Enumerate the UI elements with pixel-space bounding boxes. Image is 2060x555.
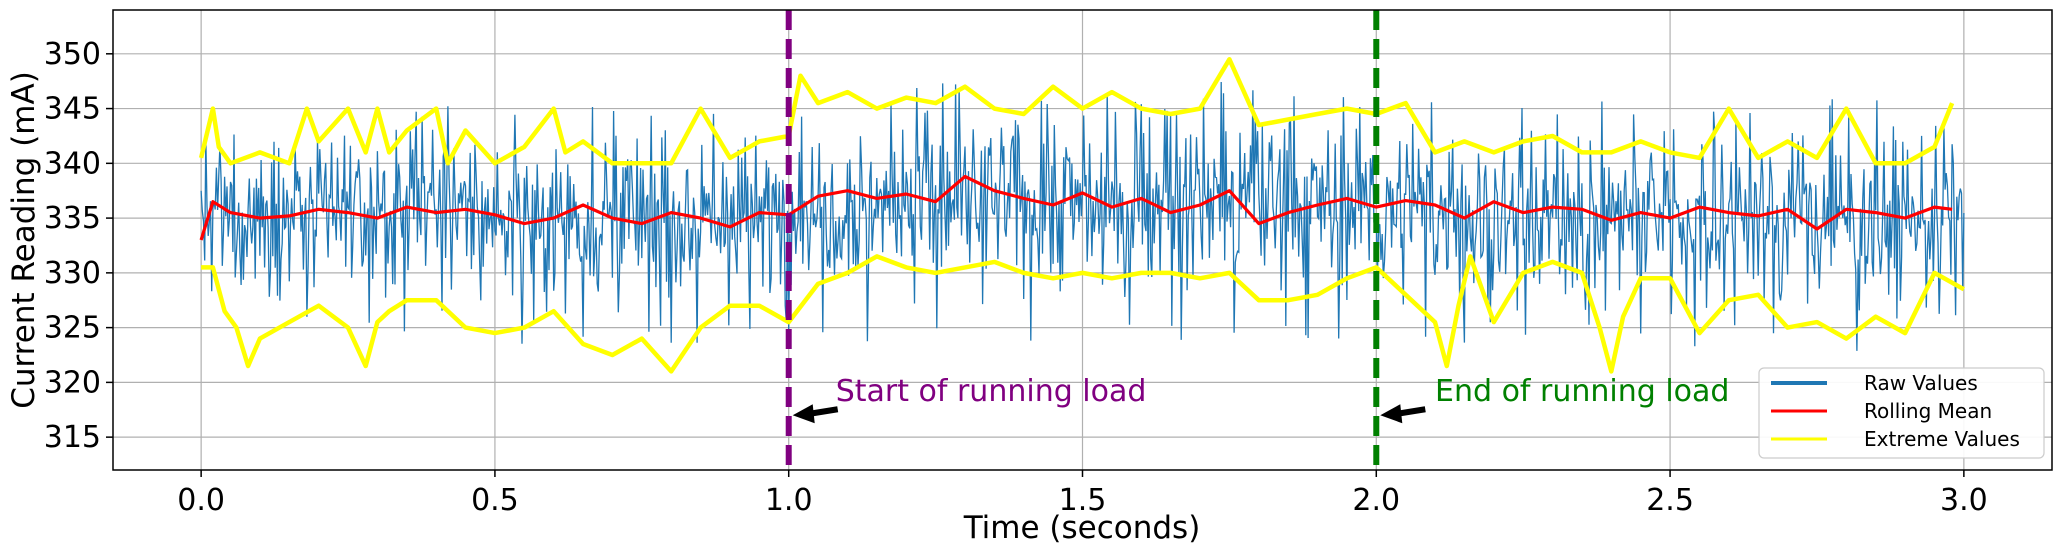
end-load-arrow-head (1380, 404, 1403, 424)
y-tick-label: 335 (44, 201, 101, 236)
y-tick-label: 340 (44, 146, 101, 181)
end-load-label: End of running load (1435, 374, 1729, 409)
tick-layer: 0.0 0.5 1.0 1.5 2.0 2.5 3.0 315 320 325 330 335 340 3… (44, 37, 1988, 518)
legend-label-mean: Rolling Mean (1864, 399, 1992, 423)
y-tick-label: 330 (44, 256, 101, 291)
rolling-mean-line (199, 174, 1953, 241)
annotation-layer: Start of running load End of running load (792, 374, 1729, 424)
legend: Raw Values Rolling Mean Extreme Values (1758, 367, 2045, 459)
vline-layer (785, 10, 1380, 470)
x-tick-label: 0.0 (177, 483, 225, 518)
legend-label-raw: Raw Values (1864, 371, 1978, 395)
y-tick-label: 345 (44, 92, 101, 127)
raw-values-line (200, 81, 1965, 351)
y-tick-label: 315 (44, 420, 101, 455)
legend-box (1758, 367, 2045, 459)
y-tick-label: 350 (44, 37, 101, 72)
y-tick-label: 320 (44, 365, 101, 400)
extreme-values-upper-line (198, 57, 1955, 166)
x-tick-label: 0.5 (471, 483, 519, 518)
x-tick-label: 1.5 (1059, 483, 1107, 518)
x-tick-label: 1.0 (765, 483, 813, 518)
plot-area (198, 57, 1965, 374)
x-tick-label: 2.5 (1646, 483, 1694, 518)
start-load-arrow-head (792, 404, 815, 424)
legend-label-extreme: Extreme Values (1864, 427, 2020, 451)
y-axis-label: Current Reading (mA) (6, 71, 42, 409)
x-axis-label: Time (seconds) (963, 510, 1201, 546)
x-tick-label: 2.0 (1352, 483, 1400, 518)
x-tick-label: 3.0 (1940, 483, 1988, 518)
y-tick-label: 325 (44, 311, 101, 346)
extreme-values-lower-line (201, 254, 1965, 374)
start-load-label: Start of running load (836, 374, 1147, 409)
